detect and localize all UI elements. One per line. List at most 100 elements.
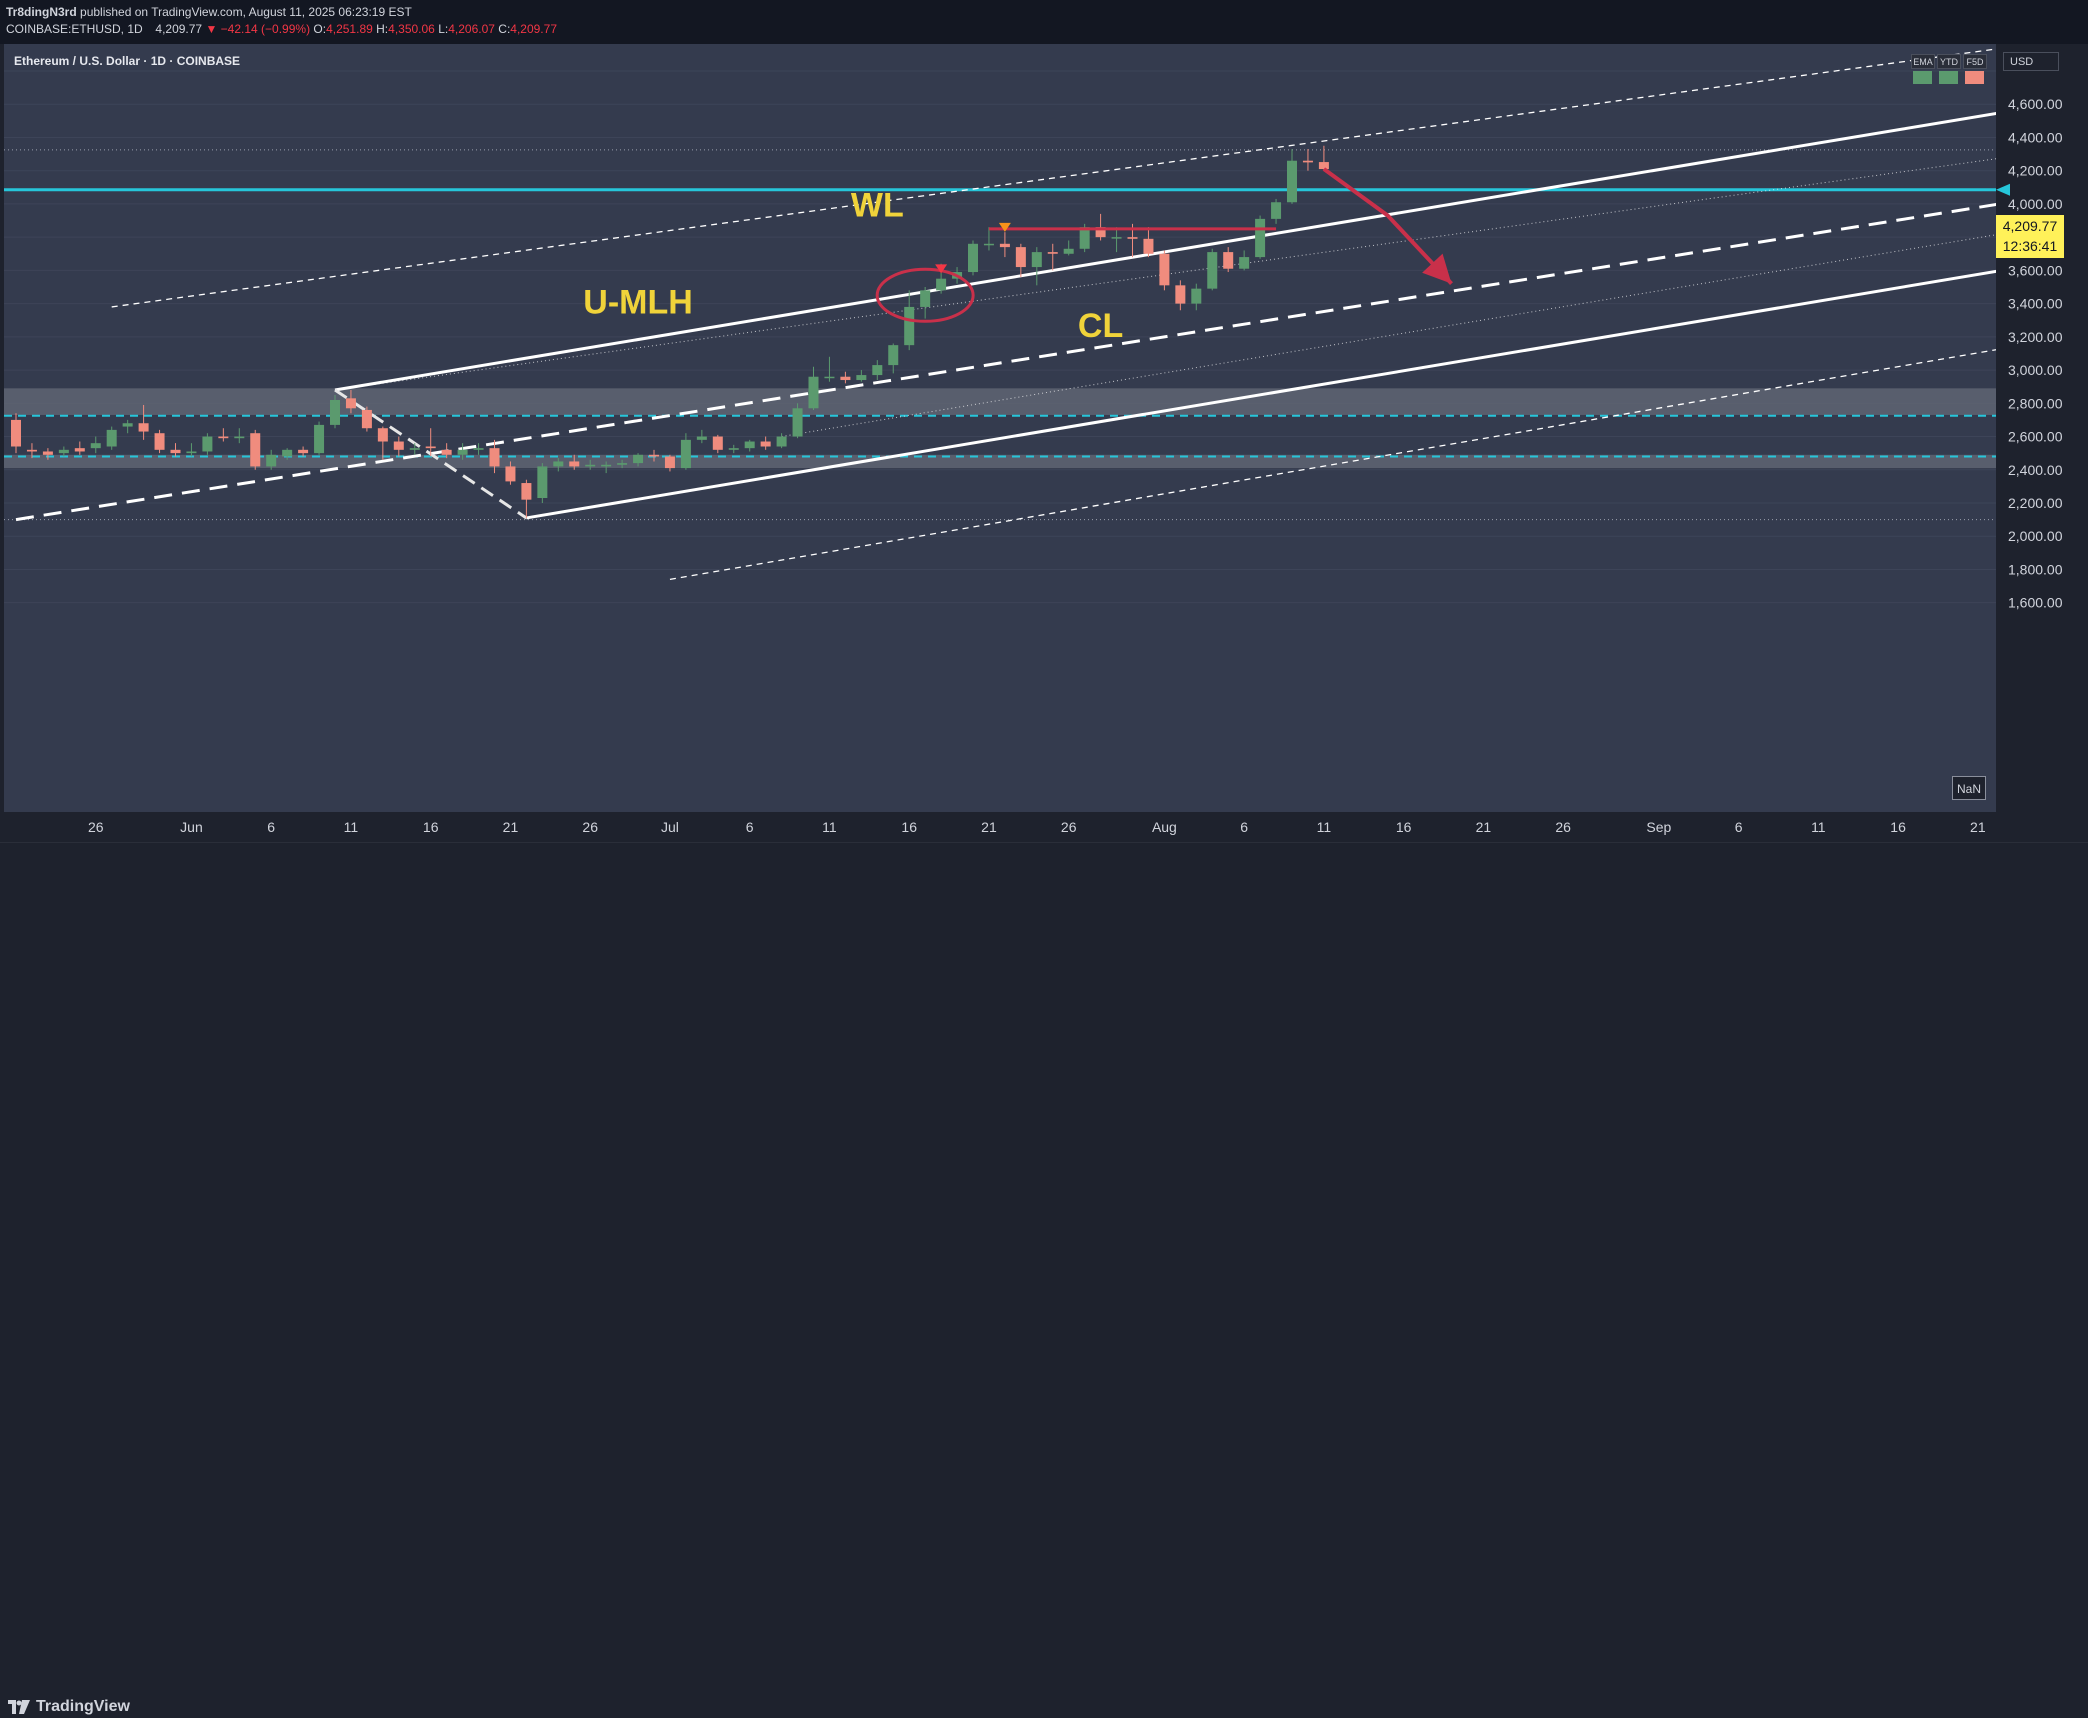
time-tick-label: 26 [582, 819, 598, 835]
candle-body [808, 376, 819, 409]
tradingview-logo[interactable]: TradingView [8, 1696, 130, 1718]
candle-body [999, 243, 1010, 248]
candle-body [1223, 252, 1234, 269]
chart-title[interactable]: Ethereum / U.S. Dollar · 1D · COINBASE [14, 54, 241, 68]
currency-selector[interactable]: USD [2003, 52, 2059, 71]
time-tick-label: 6 [267, 819, 275, 835]
candle-body [968, 243, 978, 273]
candle-body [409, 448, 420, 450]
candle-body [617, 463, 628, 465]
price-tick-label: 3,600.00 [2008, 262, 2063, 278]
time-tick-label: Jun [180, 819, 203, 835]
candle-body [920, 290, 931, 307]
thumbs-down-icon[interactable] [1965, 71, 1984, 84]
candle-body [553, 461, 564, 467]
ema-button[interactable]: EMA [1911, 54, 1935, 69]
price-tick-label: 2,200.00 [2008, 495, 2063, 511]
candle-body [760, 441, 771, 447]
candle-body [314, 424, 325, 454]
pitchfork-line-inner-lower [781, 234, 1996, 438]
tradingview-logo-icon [8, 1700, 30, 1714]
candle-body [218, 436, 229, 439]
high-label: H: [376, 22, 389, 36]
candle-body [888, 345, 899, 366]
candle-body [393, 441, 404, 450]
candle-body [792, 408, 803, 437]
ohlc-line: COINBASE:ETHUSD, 1D 4,209.77 ▼ −42.14 (−… [6, 22, 557, 36]
chart-panel[interactable]: WL U-MLH CL [4, 44, 1996, 812]
time-tick-label: Jul [661, 819, 679, 835]
price-tick-label: 3,000.00 [2008, 362, 2063, 378]
nan-button[interactable]: NaN [1952, 776, 1986, 800]
candle-body [298, 449, 309, 454]
candle-body [1095, 227, 1106, 238]
candle-body [1063, 248, 1074, 254]
time-tick-label: 6 [746, 819, 754, 835]
candle-body [1255, 218, 1266, 258]
candle-body [505, 466, 516, 482]
low-label: L: [438, 22, 449, 36]
candle-body [776, 436, 787, 447]
time-tick-label: 16 [423, 819, 439, 835]
time-tick-label: 26 [1555, 819, 1571, 835]
f5d-button[interactable]: F5D [1963, 54, 1987, 69]
time-tick-label: 11 [822, 819, 837, 835]
candle-body [266, 454, 277, 467]
time-tick-label: 6 [1735, 819, 1743, 835]
candle-body [186, 451, 197, 454]
author-name[interactable]: Tr8dingN3rd [6, 5, 77, 19]
support-zone [4, 388, 1996, 415]
candle-body [601, 464, 612, 467]
candle-body [11, 419, 21, 447]
thumbs-up-icon[interactable] [1939, 71, 1958, 84]
level-axis-marker [1996, 183, 2010, 196]
candle-body [1015, 247, 1026, 268]
price-tick-label: 2,000.00 [2008, 528, 2063, 544]
pitchfork-line-lower-warning [669, 349, 1996, 581]
support-zone [4, 454, 1996, 469]
time-tick-label: 26 [88, 819, 104, 835]
high-value: 4,350.06 [388, 22, 435, 36]
symbol-label: COINBASE:ETHUSD, 1D [6, 22, 143, 36]
candle-body [1159, 253, 1170, 286]
chart-svg[interactable]: WL U-MLH CL [4, 44, 1996, 812]
time-tick-label: 16 [1396, 819, 1412, 835]
thumbs-up-icon[interactable] [1913, 71, 1932, 84]
candle-body [58, 449, 69, 454]
candle-body [824, 376, 835, 379]
pitchfork-line-lower [526, 269, 1996, 520]
time-tick-label: 21 [1476, 819, 1492, 835]
last-price-tag-value: 4,209.77 [2002, 218, 2058, 234]
time-tick-label: 16 [1890, 819, 1906, 835]
candle-body [361, 409, 372, 429]
publication-line: Tr8dingN3rd published on TradingView.com… [6, 5, 412, 19]
candle-body [1143, 238, 1154, 254]
candle-body [1191, 288, 1202, 304]
pitchfork-line-wl [111, 48, 1996, 308]
marker-triangle-down [998, 222, 1011, 232]
candle-body [744, 441, 755, 449]
price-axis[interactable]: 1,600.00 1,800.00 2,000.00 2,200.00 2,400.00… [1996, 44, 2088, 812]
time-axis[interactable]: 26 Jun 6 11 16 21 26 Jul 6 11 16 21 26 Aug 6 11 16 21 26 Se… [0, 812, 2088, 842]
candle-body [377, 428, 388, 442]
price-tick-label: 4,000.00 [2008, 196, 2063, 212]
ytd-button[interactable]: YTD [1937, 54, 1961, 69]
footer: TradingView [0, 842, 2088, 1715]
candle-body [425, 446, 436, 449]
candle-body [282, 449, 293, 457]
time-tick-label: 11 [344, 819, 359, 835]
price-tick-label: 3,200.00 [2008, 329, 2063, 345]
candle-body [680, 439, 691, 469]
candle-body [234, 436, 245, 439]
annotation-u-mlh: U-MLH [583, 284, 693, 322]
low-value: 4,206.07 [448, 22, 495, 36]
candle-body [1271, 202, 1282, 219]
price-tick-label: 2,400.00 [2008, 462, 2063, 478]
candle-body [872, 365, 883, 376]
candle-body [122, 423, 133, 427]
candle-body [1287, 160, 1297, 203]
price-tick-label: 4,600.00 [2008, 96, 2063, 112]
candle-body [585, 464, 596, 467]
candle-body [1111, 237, 1122, 239]
candle-body [1079, 227, 1090, 249]
